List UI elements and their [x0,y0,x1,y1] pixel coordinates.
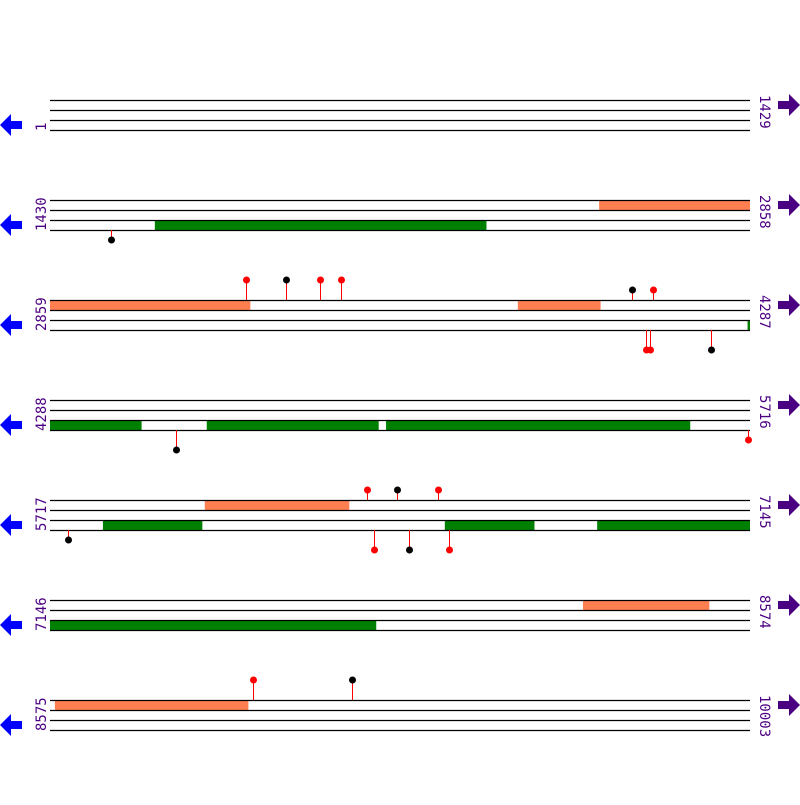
green-feature [747,320,750,330]
marker-head [317,276,324,284]
marker-head [338,276,345,284]
green-feature [50,620,377,630]
marker-head [349,676,356,684]
arrow-right-icon [778,194,800,216]
marker-head [250,676,257,684]
marker-head [394,486,401,494]
map-row: 5717 7145 [0,486,800,554]
marker-head [745,436,752,444]
row-start-label: 1 [34,123,50,131]
green-feature [154,220,487,230]
marker-head [243,276,250,284]
arrow-right-icon [778,294,800,316]
arrow-left-icon [0,714,22,736]
map-row: 1430 2858 [0,194,800,244]
green-feature [444,520,535,530]
arrow-right-icon [778,594,800,616]
green-feature [50,420,142,430]
row-start-label: 2859 [34,297,50,331]
marker-head [446,546,453,554]
marker-head [650,286,657,294]
green-feature [102,520,203,530]
marker-head [647,346,654,354]
green-feature [386,420,691,430]
marker-head [108,236,115,244]
marker-head [435,486,442,494]
row-start-label: 5717 [34,497,50,531]
arrow-right-icon [778,494,800,516]
map-row: 1 1429 [0,94,800,136]
row-end-label: 2858 [756,195,772,229]
marker-head [283,276,290,284]
row-start-label: 7146 [34,597,50,631]
row-end-label: 8574 [756,595,772,629]
orange-feature [50,300,251,310]
row-start-label: 1430 [34,197,50,231]
marker-head [371,546,378,554]
arrow-right-icon [778,394,800,416]
marker-head [173,446,180,454]
arrow-right-icon [778,694,800,716]
orange-feature [582,600,710,610]
map-row: 8575 10003 [0,676,800,737]
map-row: 7146 8574 [0,594,800,636]
arrow-left-icon [0,214,22,236]
orange-feature [517,300,601,310]
orange-feature [54,700,249,710]
orange-feature [599,200,750,210]
row-end-label: 10003 [756,695,772,737]
map-row: 2859 4287 [0,276,800,354]
arrow-left-icon [0,414,22,436]
green-feature [206,420,379,430]
marker-head [708,346,715,354]
green-feature [597,520,750,530]
marker-head [364,486,371,494]
row-end-label: 1429 [756,95,772,129]
marker-head [629,286,636,294]
row-start-label: 4288 [34,397,50,431]
arrow-left-icon [0,314,22,336]
arrow-left-icon [0,114,22,136]
arrow-left-icon [0,514,22,536]
row-start-label: 8575 [34,697,50,731]
row-end-label: 5716 [756,395,772,429]
map-row: 4288 5716 [0,394,800,454]
orange-feature [204,500,350,510]
marker-head [65,536,72,544]
arrow-left-icon [0,614,22,636]
arrow-right-icon [778,94,800,116]
marker-head [406,546,413,554]
row-end-label: 4287 [756,295,772,329]
row-end-label: 7145 [756,495,772,529]
